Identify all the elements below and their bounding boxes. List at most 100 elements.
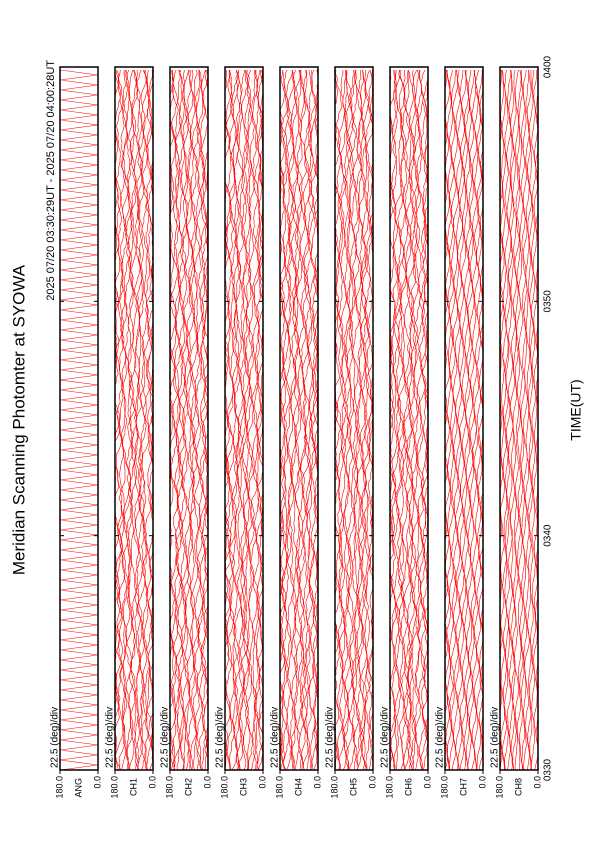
- scan-trace: [454, 70, 462, 770]
- traces: [270, 69, 318, 770]
- scan-trace: [466, 69, 474, 770]
- scan-trace: [138, 69, 149, 770]
- scan-trace: [397, 69, 408, 770]
- scan-trace: [237, 69, 247, 770]
- traces: [225, 69, 263, 770]
- scan-trace: [150, 69, 153, 770]
- scan-trace: [419, 69, 428, 770]
- scan-trace: [380, 70, 388, 770]
- scan-trace: [170, 69, 180, 770]
- scan-trace: [474, 69, 482, 770]
- scan-trace: [372, 69, 373, 770]
- scan-trace: [503, 69, 509, 770]
- y-tick-label: 180.0: [384, 776, 394, 799]
- scan-trace: [60, 69, 98, 770]
- scan-trace: [125, 69, 135, 770]
- panel-label: ANG: [73, 778, 83, 798]
- scan-trace: [188, 69, 199, 770]
- scan-trace: [516, 69, 522, 770]
- scale-label: 22.5 (deg)/div: [50, 707, 61, 768]
- panel-label: CH7: [458, 778, 468, 796]
- panel-label: CH8: [513, 778, 523, 796]
- scan-trace: [313, 69, 318, 770]
- scan-trace: [200, 69, 208, 770]
- scan-trace: [492, 70, 497, 770]
- panel-frame: [334, 66, 374, 771]
- scan-trace: [180, 69, 189, 770]
- y-tick-label: 180.0: [219, 776, 229, 799]
- y-tick-label: 0.0: [312, 776, 322, 789]
- y-tick-label: 180.0: [274, 776, 284, 799]
- panel-frame: [279, 66, 319, 771]
- scan-trace: [225, 69, 226, 770]
- scan-trace: [530, 69, 537, 770]
- scale-label: 22.5 (deg)/div: [325, 707, 336, 768]
- scan-trace: [300, 69, 311, 770]
- scale-label: 22.5 (deg)/div: [105, 707, 116, 768]
- scan-trace: [119, 69, 132, 770]
- scan-trace: [513, 69, 521, 770]
- scan-trace: [335, 69, 345, 770]
- scan-trace: [256, 69, 263, 770]
- scan-trace: [446, 69, 453, 770]
- scan-trace: [144, 69, 153, 770]
- scan-trace: [225, 69, 229, 770]
- scan-trace: [270, 70, 280, 770]
- scan-trace: [416, 69, 428, 770]
- scan-trace: [228, 69, 240, 770]
- scale-label: 22.5 (deg)/div: [270, 707, 281, 768]
- panel-frame: [389, 66, 429, 771]
- scan-trace: [292, 69, 302, 770]
- scan-trace: [133, 69, 144, 770]
- scale-label: 22.5 (deg)/div: [435, 707, 446, 768]
- scan-trace: [402, 69, 412, 770]
- panel-label: CH2: [183, 778, 193, 796]
- x-tick-label: 0340: [543, 524, 554, 547]
- scan-trace: [244, 69, 255, 770]
- scan-trace: [325, 70, 333, 770]
- scan-trace: [448, 69, 455, 770]
- scan-trace: [105, 70, 114, 770]
- scan-trace: [526, 69, 533, 770]
- scan-trace: [423, 69, 428, 770]
- scan-trace: [186, 69, 196, 770]
- scan-trace: [408, 69, 419, 770]
- scan-trace: [540, 70, 545, 770]
- scan-trace: [196, 69, 207, 770]
- scan-trace: [124, 69, 134, 770]
- scan-trace: [227, 69, 237, 770]
- scan-trace: [134, 69, 146, 770]
- scan-trace: [464, 69, 472, 770]
- panel-frame: [59, 66, 99, 771]
- panel-frame: [444, 66, 484, 771]
- scan-trace: [147, 69, 153, 770]
- scan-trace: [463, 69, 470, 770]
- scan-trace: [286, 69, 299, 770]
- scan-trace: [411, 69, 422, 770]
- panel-label: CH6: [403, 778, 413, 796]
- y-tick-label: 180.0: [54, 776, 64, 799]
- scan-trace: [484, 70, 490, 770]
- chart-subtitle: 2025 07/20 03:30:29UT - 2025 07/20 04:00…: [45, 60, 57, 301]
- scan-trace: [235, 69, 245, 770]
- traces: [105, 69, 153, 770]
- scan-trace: [390, 69, 396, 770]
- scan-trace: [413, 69, 425, 770]
- scale-label: 22.5 (deg)/div: [490, 707, 501, 768]
- x-tick-label: 0330: [543, 758, 554, 781]
- scan-trace: [399, 69, 411, 770]
- scan-trace: [494, 70, 499, 770]
- panel-label: CH1: [128, 778, 138, 796]
- scan-trace: [363, 69, 373, 770]
- scan-trace: [408, 69, 420, 770]
- scan-trace: [145, 69, 153, 770]
- scan-trace: [161, 70, 168, 770]
- scan-trace: [286, 69, 296, 770]
- scan-trace: [127, 69, 137, 770]
- scan-trace: [250, 69, 261, 770]
- scan-trace: [284, 69, 293, 770]
- scan-trace: [507, 69, 514, 770]
- scan-trace: [353, 69, 364, 770]
- scan-trace: [307, 69, 318, 770]
